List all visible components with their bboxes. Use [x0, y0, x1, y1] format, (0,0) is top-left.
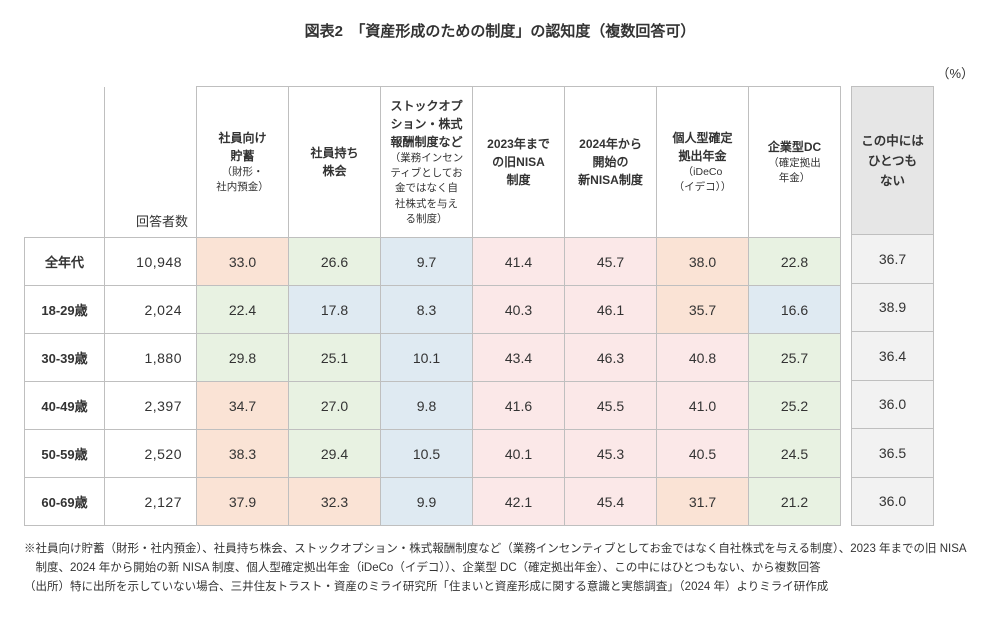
respondents-header: 回答者数: [105, 87, 197, 238]
data-cell: 45.3: [565, 430, 657, 478]
column-header: 社員持ち株会: [289, 87, 381, 238]
data-cell: 43.4: [473, 334, 565, 382]
row-label: 50-59歳: [25, 430, 105, 478]
respondents-value: 10,948: [105, 238, 197, 286]
data-cell: 9.7: [381, 238, 473, 286]
table-row: 18-29歳2,02422.417.88.340.346.135.716.6: [25, 286, 841, 334]
footnote-line: ※社員向け貯蓄（財形・社内預金）、社員持ち株会、ストックオプション・株式報酬制度…: [24, 540, 976, 578]
table-container: 回答者数社員向け貯蓄（財形・社内預金）社員持ち株会ストックオプション・株式報酬制…: [24, 86, 976, 526]
data-cell: 35.7: [657, 286, 749, 334]
row-label: 30-39歳: [25, 334, 105, 382]
table-row: 全年代10,94833.026.69.741.445.738.022.8: [25, 238, 841, 286]
data-cell: 25.7: [749, 334, 841, 382]
data-cell: 40.3: [473, 286, 565, 334]
data-cell: 26.6: [289, 238, 381, 286]
data-cell: 22.4: [197, 286, 289, 334]
row-label: 全年代: [25, 238, 105, 286]
data-cell: 9.9: [381, 478, 473, 526]
footnotes: ※社員向け貯蓄（財形・社内預金）、社員持ち株会、ストックオプション・株式報酬制度…: [24, 540, 976, 597]
data-cell: 41.6: [473, 382, 565, 430]
data-cell: 38.3: [197, 430, 289, 478]
data-cell: 25.2: [749, 382, 841, 430]
respondents-value: 2,127: [105, 478, 197, 526]
column-header: 個人型確定拠出年金（iDeCo（イデコ））: [657, 87, 749, 238]
data-cell: 45.7: [565, 238, 657, 286]
data-cell: 40.8: [657, 334, 749, 382]
footnote-line: （出所）特に出所を示していない場合、三井住友トラスト・資産のミライ研究所「住まい…: [24, 578, 976, 597]
data-cell: 31.7: [657, 478, 749, 526]
data-cell: 34.7: [197, 382, 289, 430]
data-cell: 40.1: [473, 430, 565, 478]
side-cell: 36.5: [852, 429, 934, 478]
column-header: ストックオプション・株式報酬制度など（業務インセンティブとしてお金ではなく自社株…: [381, 87, 473, 238]
data-cell: 22.8: [749, 238, 841, 286]
data-cell: 10.1: [381, 334, 473, 382]
table-row: 40-49歳2,39734.727.09.841.645.541.025.2: [25, 382, 841, 430]
main-table: 回答者数社員向け貯蓄（財形・社内預金）社員持ち株会ストックオプション・株式報酬制…: [24, 86, 841, 526]
data-cell: 17.8: [289, 286, 381, 334]
data-cell: 45.5: [565, 382, 657, 430]
chart-title: 図表2 「資産形成のための制度」の認知度（複数回答可）: [24, 20, 976, 41]
data-cell: 21.2: [749, 478, 841, 526]
respondents-value: 2,024: [105, 286, 197, 334]
respondents-value: 1,880: [105, 334, 197, 382]
data-cell: 29.8: [197, 334, 289, 382]
table-row: 50-59歳2,52038.329.410.540.145.340.524.5: [25, 430, 841, 478]
respondents-value: 2,520: [105, 430, 197, 478]
side-cell: 36.0: [852, 477, 934, 526]
column-header: 社員向け貯蓄（財形・社内預金）: [197, 87, 289, 238]
column-header: 企業型DC（確定拠出年金）: [749, 87, 841, 238]
side-column-header: この中にはひとつもない: [852, 87, 934, 235]
row-label: 60-69歳: [25, 478, 105, 526]
side-table: この中にはひとつもない 36.738.936.436.036.536.0: [851, 86, 934, 526]
data-cell: 40.5: [657, 430, 749, 478]
data-cell: 41.4: [473, 238, 565, 286]
side-cell: 36.7: [852, 235, 934, 284]
data-cell: 29.4: [289, 430, 381, 478]
data-cell: 10.5: [381, 430, 473, 478]
data-cell: 25.1: [289, 334, 381, 382]
corner-blank: [25, 87, 105, 238]
data-cell: 16.6: [749, 286, 841, 334]
column-header: 2024年から開始の新NISA制度: [565, 87, 657, 238]
data-cell: 45.4: [565, 478, 657, 526]
data-cell: 33.0: [197, 238, 289, 286]
side-cell: 36.0: [852, 380, 934, 429]
data-cell: 27.0: [289, 382, 381, 430]
data-cell: 41.0: [657, 382, 749, 430]
respondents-value: 2,397: [105, 382, 197, 430]
data-cell: 46.1: [565, 286, 657, 334]
data-cell: 24.5: [749, 430, 841, 478]
unit-label: （%）: [24, 63, 976, 82]
column-header: 2023年までの旧NISA制度: [473, 87, 565, 238]
data-cell: 38.0: [657, 238, 749, 286]
data-cell: 9.8: [381, 382, 473, 430]
data-cell: 37.9: [197, 478, 289, 526]
data-cell: 46.3: [565, 334, 657, 382]
data-cell: 42.1: [473, 478, 565, 526]
data-cell: 32.3: [289, 478, 381, 526]
side-cell: 38.9: [852, 283, 934, 332]
side-cell: 36.4: [852, 332, 934, 381]
row-label: 18-29歳: [25, 286, 105, 334]
table-row: 30-39歳1,88029.825.110.143.446.340.825.7: [25, 334, 841, 382]
row-label: 40-49歳: [25, 382, 105, 430]
table-row: 60-69歳2,12737.932.39.942.145.431.721.2: [25, 478, 841, 526]
data-cell: 8.3: [381, 286, 473, 334]
